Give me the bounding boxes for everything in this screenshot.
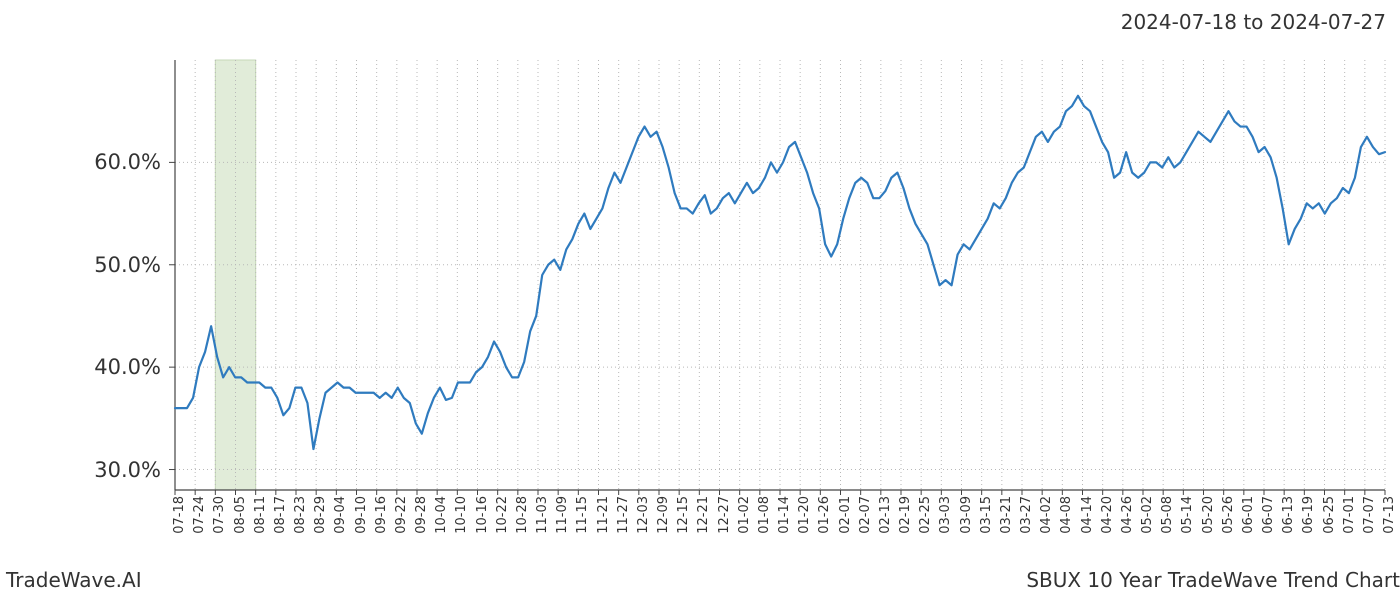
x-tick-label: 02-19: [898, 496, 913, 534]
x-tick-label: 11-03: [535, 496, 550, 534]
x-tick-label: 06-25: [1322, 496, 1337, 534]
x-tick-label: 01-08: [757, 496, 772, 534]
x-tick-label: 07-18: [172, 496, 187, 534]
x-tick-label: 08-05: [233, 496, 248, 534]
y-tick-label: 50.0%: [94, 253, 161, 277]
x-tick-label: 07-13: [1382, 496, 1397, 534]
x-tick-label: 06-13: [1281, 496, 1296, 534]
x-tick-label: 03-21: [999, 496, 1014, 534]
x-tick-label: 04-02: [1039, 496, 1054, 534]
x-tick-label: 07-01: [1342, 496, 1357, 534]
chart-subtitle: SBUX 10 Year TradeWave Trend Chart: [1026, 568, 1400, 592]
branding-label: TradeWave.AI: [6, 568, 142, 592]
x-tick-label: 06-19: [1301, 496, 1316, 534]
x-tick-label: 04-14: [1080, 496, 1095, 534]
x-tick-label: 09-22: [394, 496, 409, 534]
x-tick-label: 08-23: [293, 496, 308, 534]
x-tick-label: 02-01: [838, 496, 853, 534]
x-tick-label: 02-07: [858, 496, 873, 534]
x-tick-label: 12-15: [676, 496, 691, 534]
x-tick-label: 12-03: [636, 496, 651, 534]
x-tick-label: 07-07: [1362, 496, 1377, 534]
x-tick-label: 11-21: [596, 496, 611, 534]
x-tick-label: 09-28: [414, 496, 429, 534]
x-tick-label: 08-17: [273, 496, 288, 534]
x-tick-label: 03-03: [938, 496, 953, 534]
x-tick-label: 02-13: [878, 496, 893, 534]
y-tick-label: 40.0%: [94, 355, 161, 379]
x-tick-label: 11-27: [616, 496, 631, 534]
x-tick-label: 10-10: [454, 496, 469, 534]
x-tick-label: 04-08: [1059, 496, 1074, 534]
x-tick-label: 07-24: [192, 496, 207, 534]
x-tick-label: 01-14: [777, 496, 792, 534]
x-tick-label: 10-04: [434, 496, 449, 534]
x-tick-label: 09-04: [333, 496, 348, 534]
x-tick-label: 09-16: [374, 496, 389, 534]
x-tick-label: 05-08: [1160, 496, 1175, 534]
x-tick-label: 12-21: [696, 496, 711, 534]
x-tick-label: 12-27: [717, 496, 732, 534]
x-tick-label: 08-29: [313, 496, 328, 534]
trend-chart: 30.0%40.0%50.0%60.0% 07-1807-2407-3008-0…: [175, 60, 1385, 490]
y-tick-label: 30.0%: [94, 458, 161, 482]
x-tick-label: 12-09: [656, 496, 671, 534]
x-tick-label: 10-28: [515, 496, 530, 534]
x-tick-label: 11-15: [575, 496, 590, 534]
x-tick-label: 06-01: [1241, 496, 1256, 534]
x-tick-label: 04-20: [1100, 496, 1115, 534]
x-tick-label: 05-20: [1201, 496, 1216, 534]
x-tick-label: 02-25: [918, 496, 933, 534]
x-tick-label: 05-26: [1221, 496, 1236, 534]
x-tick-label: 01-26: [817, 496, 832, 534]
x-tick-label: 04-26: [1120, 496, 1135, 534]
x-tick-label: 09-10: [354, 496, 369, 534]
x-tick-label: 03-15: [979, 496, 994, 534]
x-tick-label: 10-22: [495, 496, 510, 534]
x-tick-label: 01-20: [797, 496, 812, 534]
x-tick-label: 11-09: [555, 496, 570, 534]
x-tick-label: 03-09: [959, 496, 974, 534]
x-tick-label: 10-16: [475, 496, 490, 534]
x-tick-label: 01-02: [737, 496, 752, 534]
x-tick-label: 05-02: [1140, 496, 1155, 534]
chart-svg: [175, 60, 1385, 490]
x-tick-label: 07-30: [212, 496, 227, 534]
date-range-label: 2024-07-18 to 2024-07-27: [1121, 10, 1386, 34]
y-tick-label: 60.0%: [94, 150, 161, 174]
x-tick-label: 08-11: [253, 496, 268, 534]
x-tick-label: 06-07: [1261, 496, 1276, 534]
x-tick-label: 03-27: [1019, 496, 1034, 534]
x-tick-label: 05-14: [1180, 496, 1195, 534]
